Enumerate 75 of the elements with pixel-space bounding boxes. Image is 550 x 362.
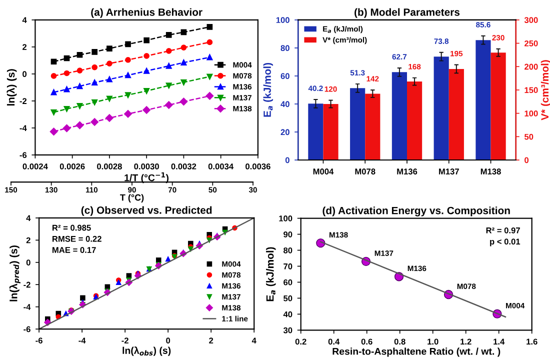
y-tick-label: 80	[284, 247, 292, 254]
y-tick-label: 90	[284, 231, 292, 238]
y-tick-label: 100	[279, 215, 292, 222]
x-tick-label: 0.4	[328, 338, 340, 345]
y-tick-label: 2	[22, 44, 27, 50]
y-tick-label: 40	[283, 311, 292, 318]
y2-tick-label: 150	[524, 87, 538, 94]
y-axis-title: E$_{a}$ (kJ/mol)	[263, 62, 274, 117]
annotation: p < 0.01	[490, 238, 520, 246]
y-tick-label: -2	[24, 282, 30, 288]
y-tick-label: -4	[20, 125, 27, 131]
x-tick-label: 1.2	[460, 338, 472, 345]
y-tick-label: 80	[280, 45, 290, 52]
x-tick-label: 0.0026	[60, 163, 85, 170]
x-tick-label: 0.8	[394, 338, 406, 345]
x-tick-label: M136	[397, 168, 418, 174]
annotation: R² = 0.97	[486, 227, 520, 234]
x-axis-title: Resin-to-Asphaltene Ratio (wt. / wt. )	[332, 348, 500, 357]
y2-tick-label: 200	[524, 64, 538, 70]
x-tick-label: 0.0028	[97, 163, 122, 170]
x-tick-label: M138	[480, 168, 501, 174]
y2-tick-label: 50	[524, 134, 534, 140]
y-axis-title: E$_{a}$ (kJ/mol)	[266, 247, 276, 302]
y-tick-label: 50	[284, 295, 292, 302]
y-tick-label: -4	[24, 304, 31, 310]
x2-axis-title: T (°C)	[120, 194, 144, 202]
x-tick-label: M004	[313, 168, 334, 174]
y-tick-label: 0	[26, 260, 30, 266]
y-tick-label: 60	[284, 279, 292, 286]
x-tick-label: 4	[252, 338, 256, 344]
y-tick-label: 70	[284, 263, 292, 270]
y2-tick-label: 250	[524, 40, 538, 46]
y2-tick-label: 300	[524, 17, 538, 24]
y-tick-label: 40	[280, 101, 290, 108]
x-tick-label: 1.0	[428, 338, 438, 345]
x-tick-label: 1.4	[494, 338, 505, 345]
annotation: RMSE = 0.22	[52, 236, 102, 242]
x-tick-label: 0.0034	[208, 163, 234, 170]
y-tick-label: 4	[22, 17, 27, 23]
y-tick-label: 2	[26, 237, 30, 244]
x-tick-label: 0.0036	[246, 163, 270, 170]
y2-tick-label: 100	[524, 110, 538, 116]
y-tick-label: 30	[283, 327, 292, 334]
x-tick-label: 0	[166, 338, 170, 344]
x-tick-label: M078	[355, 168, 376, 174]
y-tick-label: -2	[20, 98, 27, 104]
x-tick-label: 1.6	[526, 338, 538, 345]
y-tick-label: 4	[26, 215, 31, 221]
x-tick-label: -4	[78, 338, 86, 344]
y-tick-label: 20	[280, 129, 290, 136]
x-tick-label: 0.0032	[171, 163, 196, 170]
y-axis-title: ln(λ) (s)	[6, 69, 17, 106]
y-tick-label: -6	[24, 326, 30, 332]
y-axis-title: ln(λ$_{pred}$) (s)	[9, 246, 20, 302]
x-axis-title: ln(λ$_{obs}$) (s)	[122, 346, 171, 356]
chart-title: (b) Model Parameters	[354, 8, 460, 18]
x-tick-label: 0.6	[361, 338, 372, 345]
y2-tick-label: 0	[524, 157, 529, 164]
x-tick-label: -2	[122, 338, 128, 344]
x-tick-label: 0.0030	[134, 163, 159, 170]
x-tick-label: 2	[209, 338, 214, 344]
x-tick-label: 0.0024	[22, 163, 48, 170]
annotation: MAE = 0.17	[52, 247, 96, 253]
y-tick-label: 60	[280, 73, 290, 80]
y-tick-label: 0	[22, 71, 27, 78]
annotation: R² = 0.985	[52, 224, 91, 231]
chart-title: (d) Activation Energy vs. Composition	[322, 206, 510, 216]
y-tick-label: -6	[20, 152, 27, 158]
x-tick-label: 0.2	[295, 338, 306, 345]
x-tick-label: -6	[36, 338, 42, 344]
y-tick-label: 0	[285, 157, 290, 164]
chart-title: (a) Arrhenius Behavior	[91, 8, 202, 18]
y-tick-label: 100	[276, 17, 290, 24]
chart-title: (c) Observed vs. Predicted	[81, 206, 212, 216]
x-tick-label: M137	[439, 168, 459, 174]
